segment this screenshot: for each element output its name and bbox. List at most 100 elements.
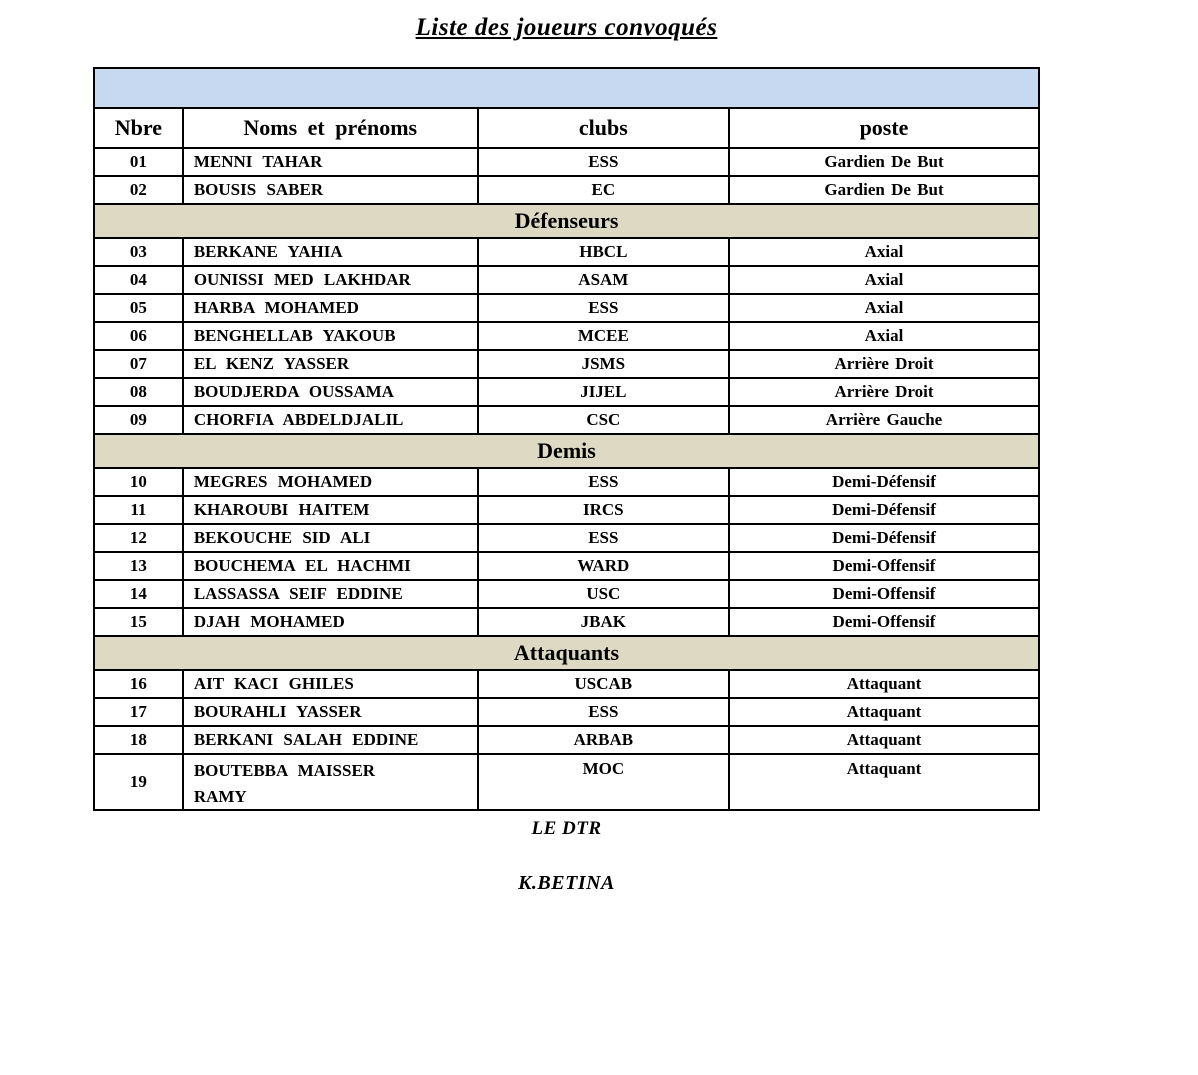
cell-name: CHORFIA ABDELDJALIL [181, 405, 479, 435]
cell-name: HARBA MOHAMED [181, 293, 479, 323]
cell-num: 15 [93, 607, 184, 637]
table-row: 01 MENNI TAHAR ESS Gardien De But [93, 147, 1040, 177]
table-row: 10 MEGRES MOHAMED ESS Demi-Défensif [93, 467, 1040, 497]
cell-name: DJAH MOHAMED [181, 607, 479, 637]
cell-poste: Demi-Offensif [728, 579, 1040, 609]
cell-club: USCAB [476, 669, 731, 699]
cell-poste: Arrière Gauche [728, 405, 1040, 435]
cell-club: ESS [476, 147, 731, 177]
cell-club: WARD [476, 551, 731, 581]
document-content: Liste des joueurs convoqués Nbre Noms et… [93, 14, 1040, 895]
cell-num: 05 [93, 293, 184, 323]
cell-num: 04 [93, 265, 184, 295]
cell-name: AIT KACI GHILES [181, 669, 479, 699]
cell-poste: Attaquant [728, 669, 1040, 699]
cell-name: BOUTEBBA MAISSER RAMY [181, 753, 479, 811]
page-title: Liste des joueurs convoqués [415, 14, 718, 41]
cell-club: IRCS [476, 495, 731, 525]
cell-poste: Gardien De But [728, 175, 1040, 205]
section-row: Défenseurs [93, 203, 1040, 239]
cell-num: 01 [93, 147, 184, 177]
cell-club: ESS [476, 467, 731, 497]
cell-num: 17 [93, 697, 184, 727]
cell-club: ESS [476, 293, 731, 323]
cell-club: JSMS [476, 349, 731, 379]
cell-name: BOUDJERDA OUSSAMA [181, 377, 479, 407]
cell-poste: Attaquant [728, 725, 1040, 755]
cell-num: 19 [93, 753, 184, 811]
players-table: Nbre Noms et prénoms clubs poste 01 MENNI… [93, 67, 1040, 811]
cell-club: ESS [476, 523, 731, 553]
cell-poste: Demi-Offensif [728, 607, 1040, 637]
cell-name: MENNI TAHAR [181, 147, 479, 177]
section-row: Attaquants [93, 635, 1040, 671]
cell-poste: Axial [728, 237, 1040, 267]
cell-name: OUNISSI MED LAKHDAR [181, 265, 479, 295]
cell-poste: Arrière Droit [728, 377, 1040, 407]
table-row: 12 BEKOUCHE SID ALI ESS Demi-Défensif [93, 523, 1040, 553]
cell-poste: Axial [728, 265, 1040, 295]
cell-num: 10 [93, 467, 184, 497]
table-row: 13 BOUCHEMA EL HACHMI WARD Demi-Offensif [93, 551, 1040, 581]
table-row: 14 LASSASSA SEIF EDDINE USC Demi-Offensif [93, 579, 1040, 609]
cell-name: EL KENZ YASSER [181, 349, 479, 379]
cell-name: BENGHELLAB YAKOUB [181, 321, 479, 351]
cell-num: 16 [93, 669, 184, 699]
players-table-body: 01 MENNI TAHAR ESS Gardien De But 02 BOUSIS S… [93, 147, 1040, 811]
cell-num: 02 [93, 175, 184, 205]
column-header-nbre: Nbre [93, 107, 184, 149]
cell-poste: Demi-Offensif [728, 551, 1040, 581]
column-header-clubs: clubs [476, 107, 731, 149]
table-row: 05 HARBA MOHAMED ESS Axial [93, 293, 1040, 323]
section-label: Attaquants [93, 635, 1040, 671]
cell-num: 09 [93, 405, 184, 435]
cell-poste: Arrière Droit [728, 349, 1040, 379]
cell-num: 11 [93, 495, 184, 525]
cell-club: JIJEL [476, 377, 731, 407]
cell-club: USC [476, 579, 731, 609]
document-footer: LE DTR K.BETINA [93, 818, 1040, 895]
cell-poste: Axial [728, 293, 1040, 323]
cell-club: ARBAB [476, 725, 731, 755]
cell-num: 06 [93, 321, 184, 351]
table-top-band [93, 67, 1040, 109]
cell-num: 03 [93, 237, 184, 267]
table-row: 02 BOUSIS SABER EC Gardien De But [93, 175, 1040, 205]
section-label: Demis [93, 433, 1040, 469]
cell-poste: Attaquant [728, 697, 1040, 727]
top-band-cell [93, 67, 1040, 109]
table-row: 15 DJAH MOHAMED JBAK Demi-Offensif [93, 607, 1040, 637]
cell-poste: Attaquant [728, 753, 1040, 811]
cell-club: ESS [476, 697, 731, 727]
footer-role: LE DTR [531, 818, 602, 839]
table-row: 17 BOURAHLI YASSER ESS Attaquant [93, 697, 1040, 727]
cell-club: ASAM [476, 265, 731, 295]
cell-num: 08 [93, 377, 184, 407]
table-row: 08 BOUDJERDA OUSSAMA JIJEL Arrière Droit [93, 377, 1040, 407]
table-row: 03 BERKANE YAHIA HBCL Axial [93, 237, 1040, 267]
cell-num: 13 [93, 551, 184, 581]
table-row: 18 BERKANI SALAH EDDINE ARBAB Attaquant [93, 725, 1040, 755]
cell-poste: Gardien De But [728, 147, 1040, 177]
table-row: 07 EL KENZ YASSER JSMS Arrière Droit [93, 349, 1040, 379]
table-row: 06 BENGHELLAB YAKOUB MCEE Axial [93, 321, 1040, 351]
cell-club: HBCL [476, 237, 731, 267]
cell-num: 07 [93, 349, 184, 379]
column-header-noms: Noms et prénoms [181, 107, 479, 149]
cell-name: MEGRES MOHAMED [181, 467, 479, 497]
cell-club: EC [476, 175, 731, 205]
column-header-poste: poste [728, 107, 1040, 149]
cell-poste: Axial [728, 321, 1040, 351]
cell-name: BERKANE YAHIA [181, 237, 479, 267]
cell-name: BERKANI SALAH EDDINE [181, 725, 479, 755]
cell-name: BOUCHEMA EL HACHMI [181, 551, 479, 581]
cell-name: BOURAHLI YASSER [181, 697, 479, 727]
cell-club: JBAK [476, 607, 731, 637]
cell-club: MOC [476, 753, 731, 811]
table-row: 04 OUNISSI MED LAKHDAR ASAM Axial [93, 265, 1040, 295]
cell-club: MCEE [476, 321, 731, 351]
cell-name: KHAROUBI HAITEM [181, 495, 479, 525]
footer-signature: K.BETINA [518, 872, 615, 894]
cell-num: 18 [93, 725, 184, 755]
